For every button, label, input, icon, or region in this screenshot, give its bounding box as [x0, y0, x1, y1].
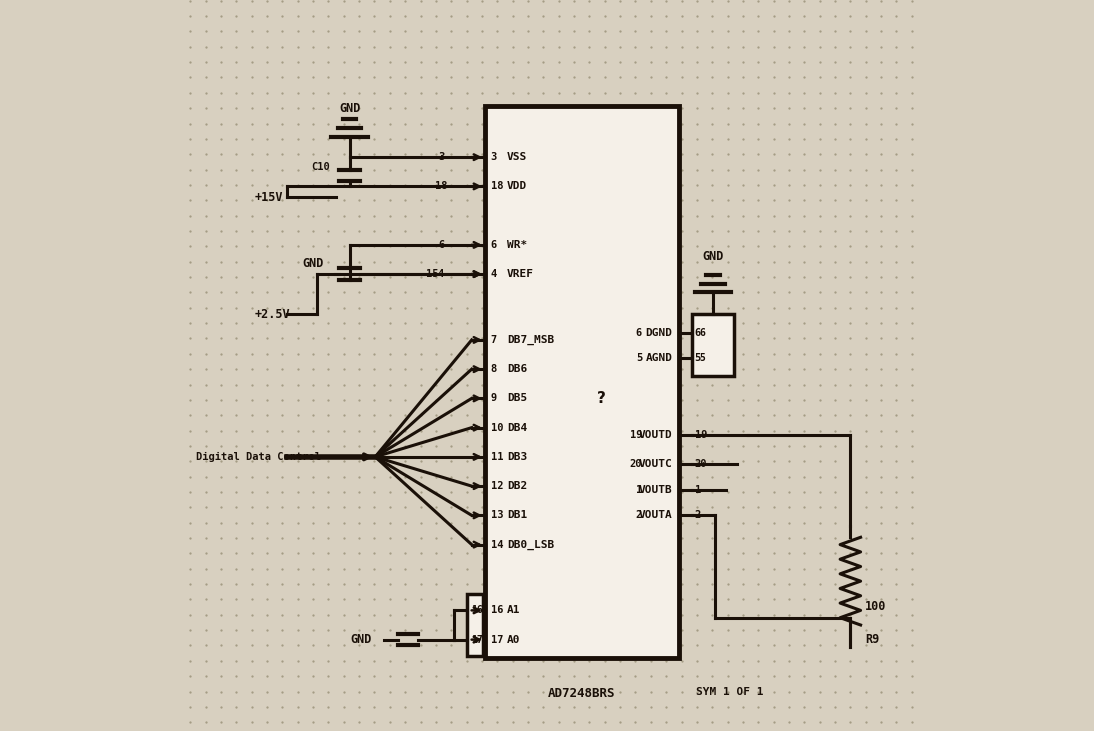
- Text: DB0_LSB: DB0_LSB: [507, 539, 554, 550]
- Text: DB4: DB4: [507, 423, 527, 433]
- Text: VREF: VREF: [507, 269, 534, 279]
- Text: 6: 6: [438, 240, 444, 250]
- Text: DB3: DB3: [507, 452, 527, 462]
- Text: 10: 10: [491, 423, 503, 433]
- Text: GND: GND: [302, 257, 324, 270]
- Text: VOUTA: VOUTA: [639, 510, 673, 520]
- Text: 1: 1: [636, 485, 642, 495]
- Text: VDD: VDD: [507, 181, 527, 192]
- Text: 3: 3: [491, 152, 497, 162]
- Text: 2: 2: [695, 510, 701, 520]
- Text: DB1: DB1: [507, 510, 527, 520]
- Text: R9: R9: [865, 633, 880, 646]
- Text: 100: 100: [865, 600, 886, 613]
- Text: 18: 18: [434, 181, 447, 192]
- Text: DB7_MSB: DB7_MSB: [507, 335, 554, 345]
- Text: +2.5V: +2.5V: [255, 308, 290, 321]
- Text: 4: 4: [438, 269, 444, 279]
- Text: 16: 16: [472, 605, 482, 616]
- Text: 5: 5: [636, 353, 642, 363]
- Text: VOUTB: VOUTB: [639, 485, 673, 495]
- Text: GND: GND: [702, 250, 723, 263]
- Text: 12: 12: [491, 481, 503, 491]
- Text: 4: 4: [491, 269, 497, 279]
- Text: DB2: DB2: [507, 481, 527, 491]
- Text: 6: 6: [699, 327, 705, 338]
- Text: 11: 11: [491, 452, 503, 462]
- Text: 13: 13: [491, 510, 503, 520]
- Text: 3: 3: [438, 152, 444, 162]
- Text: VOUTC: VOUTC: [639, 459, 673, 469]
- Text: 17: 17: [472, 635, 482, 645]
- Text: +15V: +15V: [255, 191, 283, 204]
- Text: VOUTD: VOUTD: [639, 430, 673, 440]
- Text: 20: 20: [695, 459, 707, 469]
- Text: 20: 20: [629, 459, 642, 469]
- Bar: [691, 314, 734, 376]
- Text: 7: 7: [491, 335, 497, 345]
- Text: 15: 15: [426, 269, 439, 279]
- Text: 9: 9: [491, 393, 497, 404]
- Text: C10: C10: [311, 162, 329, 172]
- Bar: [467, 594, 484, 656]
- Text: GND: GND: [339, 102, 360, 115]
- Text: A1: A1: [507, 605, 521, 616]
- Text: 19: 19: [629, 430, 642, 440]
- Text: 2: 2: [636, 510, 642, 520]
- Text: 18: 18: [491, 181, 503, 192]
- Text: ?: ?: [596, 391, 606, 406]
- Text: 17: 17: [491, 635, 503, 645]
- Text: 14: 14: [491, 539, 503, 550]
- Text: 5: 5: [699, 353, 705, 363]
- Text: GND: GND: [350, 633, 371, 646]
- Text: Digital Data Control: Digital Data Control: [196, 452, 322, 462]
- Text: 6: 6: [695, 327, 701, 338]
- Text: 6: 6: [491, 240, 497, 250]
- Text: WR*: WR*: [507, 240, 527, 250]
- Text: VSS: VSS: [507, 152, 527, 162]
- Bar: [485, 106, 678, 658]
- Text: 5: 5: [695, 353, 701, 363]
- Text: 19: 19: [695, 430, 707, 440]
- Text: DB6: DB6: [507, 364, 527, 374]
- Text: DGND: DGND: [645, 327, 673, 338]
- Text: 6: 6: [636, 327, 642, 338]
- Text: 16: 16: [491, 605, 503, 616]
- Text: 8: 8: [491, 364, 497, 374]
- Text: DB5: DB5: [507, 393, 527, 404]
- Text: 1: 1: [695, 485, 701, 495]
- Text: AGND: AGND: [645, 353, 673, 363]
- Text: AD7248BRS: AD7248BRS: [548, 687, 616, 700]
- Text: A0: A0: [507, 635, 521, 645]
- Text: SYM 1 OF 1: SYM 1 OF 1: [696, 687, 764, 697]
